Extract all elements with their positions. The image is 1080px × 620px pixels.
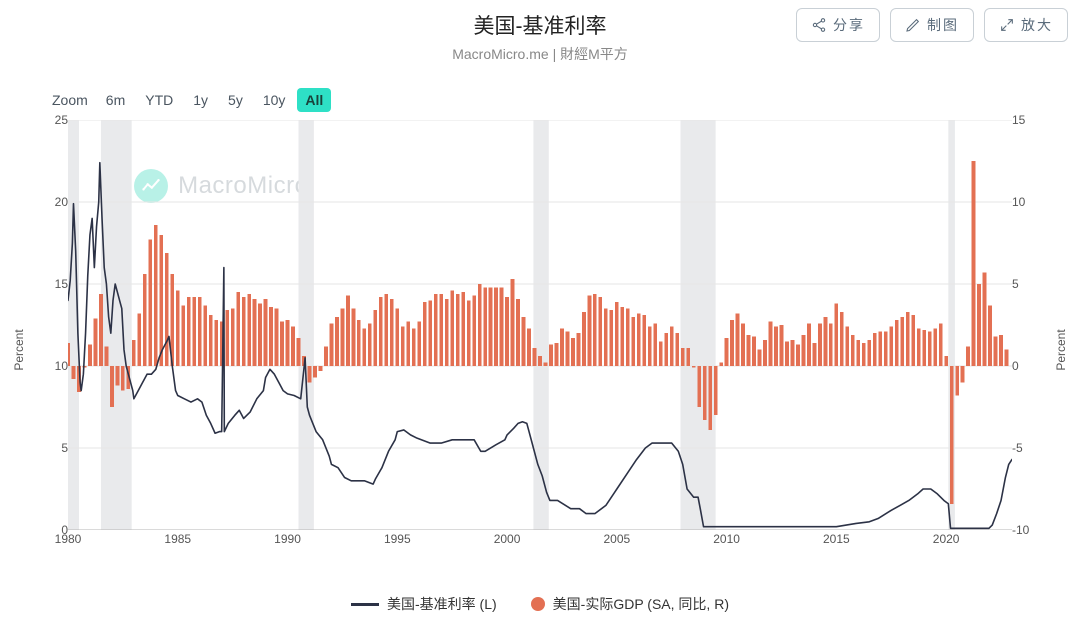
x-tick: 2015 [823, 532, 850, 546]
y-right-label: Percent [1054, 329, 1068, 370]
y-left-tick: 15 [28, 277, 68, 291]
x-tick: 2010 [713, 532, 740, 546]
zoom-label: Zoom [52, 92, 88, 108]
y-right-tick: -5 [1012, 441, 1052, 455]
zoom-option-all[interactable]: All [297, 88, 331, 112]
y-right-tick: 10 [1012, 195, 1052, 209]
zoom-option-6m[interactable]: 6m [98, 88, 133, 112]
x-tick: 1995 [384, 532, 411, 546]
y-right-tick: 0 [1012, 359, 1052, 373]
zoom-controls: Zoom 6mYTD1y5y10yAll [52, 88, 331, 112]
x-tick: 1980 [55, 532, 82, 546]
y-left-tick: 5 [28, 441, 68, 455]
y-left-tick: 20 [28, 195, 68, 209]
x-axis-ticks: 198019851990199520002005201020152020 [68, 532, 1012, 552]
y-right-tick: 15 [1012, 113, 1052, 127]
y-right-tick: -10 [1012, 523, 1052, 537]
chart-title: 美国-基准利率 [0, 10, 1080, 40]
x-tick: 2000 [494, 532, 521, 546]
y-right-tick: 5 [1012, 277, 1052, 291]
y-right-ticks: -10-5051015 [1012, 120, 1052, 530]
legend-item-line[interactable]: 美国-基准利率 (L) [351, 594, 497, 614]
chart-subtitle: MacroMicro.me | 財經M平方 [0, 44, 1080, 64]
chart-card: 分享 制图 放大 美国-基准利率 MacroMicro.me | 財經M平方 Z… [0, 0, 1080, 620]
x-tick: 2020 [933, 532, 960, 546]
legend-swatch-dot [531, 597, 545, 611]
x-tick: 1990 [274, 532, 301, 546]
legend-item-bar[interactable]: 美国-实际GDP (SA, 同比, R) [531, 594, 729, 614]
line-series [68, 120, 1012, 530]
legend: 美国-基准利率 (L) 美国-实际GDP (SA, 同比, R) [0, 594, 1080, 614]
zoom-option-ytd[interactable]: YTD [137, 88, 181, 112]
y-left-tick: 25 [28, 113, 68, 127]
y-left-ticks: 0510152025 [28, 120, 68, 530]
plot-region[interactable]: MacroMicro [68, 120, 1012, 530]
x-tick: 2005 [603, 532, 630, 546]
zoom-option-5y[interactable]: 5y [220, 88, 251, 112]
chart-area: Percent Percent 0510152025 -10-5051015 M… [10, 120, 1070, 580]
legend-label-bar: 美国-实际GDP (SA, 同比, R) [553, 594, 729, 614]
x-tick: 1985 [164, 532, 191, 546]
legend-swatch-line [351, 603, 379, 606]
title-block: 美国-基准利率 MacroMicro.me | 財經M平方 [0, 10, 1080, 64]
legend-label-line: 美国-基准利率 (L) [387, 594, 497, 614]
y-left-label: Percent [12, 329, 26, 370]
zoom-option-1y[interactable]: 1y [185, 88, 216, 112]
y-left-tick: 10 [28, 359, 68, 373]
zoom-option-10y[interactable]: 10y [255, 88, 294, 112]
